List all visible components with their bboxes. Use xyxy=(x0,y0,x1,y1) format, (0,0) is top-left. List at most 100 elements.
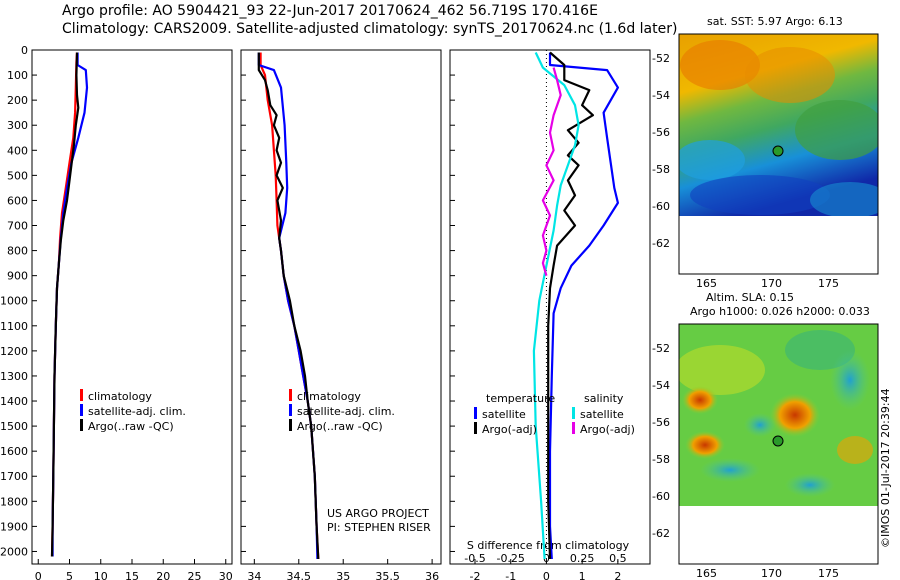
sla-map-x-tick-label: 165 xyxy=(696,567,717,580)
y-tick-label: 200 xyxy=(7,94,28,107)
sla-map-image xyxy=(679,324,878,506)
y-tick-label: 800 xyxy=(7,245,28,258)
x-tick-label: 34.5 xyxy=(287,570,312,580)
y-tick-label: 1900 xyxy=(0,520,28,533)
sst-map-y-tick-label: -56 xyxy=(652,126,670,139)
y-tick-label: 600 xyxy=(7,194,28,207)
sla-map-y-tick-label: -60 xyxy=(652,490,670,503)
x-tick-label: 35 xyxy=(336,570,350,580)
sla-map-x-tick-label: 170 xyxy=(761,567,782,580)
legend-label: Argo(-adj) xyxy=(482,423,537,436)
s-axis-label: S difference from climatology xyxy=(467,539,630,552)
legend-swatch xyxy=(572,407,575,419)
x-tick-label: -1 xyxy=(505,570,516,580)
title-line-1: Argo profile: AO 5904421_93 22-Jun-2017 … xyxy=(62,3,598,19)
legend-swatch xyxy=(80,404,83,416)
title-line-2: Climatology: CARS2009. Satellite-adjuste… xyxy=(62,21,678,37)
profile-panel-1: 0 5 10 15 20 25 300100200300400500600700800900… xyxy=(0,44,233,580)
sst-map-y-tick-label: -54 xyxy=(652,89,670,102)
s-tick-label: -0.25 xyxy=(496,552,524,565)
y-tick-label: 100 xyxy=(7,69,28,82)
legend-label: climatology xyxy=(88,390,152,403)
sst-map-y-tick-label: -52 xyxy=(652,52,670,65)
legend-swatch xyxy=(80,389,83,401)
series-line-argo--adj- xyxy=(541,67,562,276)
sla-map-y-tick-label: -62 xyxy=(652,527,670,540)
legend-swatch xyxy=(474,422,477,434)
legend-label: Argo(-adj) xyxy=(580,423,635,436)
sst-map-y-tick-label: -58 xyxy=(652,163,670,176)
legend-swatch xyxy=(289,419,292,431)
legend-label: climatology xyxy=(297,390,361,403)
legend-label: satellite-adj. clim. xyxy=(88,405,186,418)
argo-location-marker xyxy=(772,145,784,157)
sla-map-y-tick-label: -52 xyxy=(652,342,670,355)
profile-panel-2: 3434.53535.536salinityclimatologysatelli… xyxy=(240,49,442,580)
legend-swatch xyxy=(80,419,83,431)
legend-swatch xyxy=(289,389,292,401)
y-tick-label: 1800 xyxy=(0,495,28,508)
x-tick-label: 0 xyxy=(35,570,42,580)
y-tick-label: 1500 xyxy=(0,420,28,433)
plot-frame xyxy=(240,49,442,565)
legend-label: Argo(..raw -QC) xyxy=(88,420,174,433)
y-tick-label: 1300 xyxy=(0,370,28,383)
legend-label: satellite-adj. clim. xyxy=(297,405,395,418)
x-tick-label: 20 xyxy=(156,570,170,580)
x-tick-label: 35.5 xyxy=(375,570,400,580)
sst-map-x-tick-label: 165 xyxy=(696,277,717,290)
sst-map-image xyxy=(679,34,878,216)
plot-frame xyxy=(449,49,651,565)
s-tick-label: 0.25 xyxy=(570,552,595,565)
x-tick-label: 25 xyxy=(188,570,202,580)
annotation-pi: PI: STEPHEN RISER xyxy=(327,521,431,534)
sst-map-y-tick-label: -60 xyxy=(652,200,670,213)
series-line-argo--adj- xyxy=(547,51,595,560)
legend-title-salinity: salinity xyxy=(584,392,624,405)
y-tick-label: 500 xyxy=(7,169,28,182)
sst-map-title: sat. SST: 5.97 Argo: 6.13 xyxy=(707,15,843,28)
y-tick-label: 1000 xyxy=(0,295,28,308)
s-tick-label: 0 xyxy=(543,552,550,565)
y-tick-label: 2000 xyxy=(0,545,28,558)
x-tick-label: 36 xyxy=(425,570,439,580)
sla-map-y-tick-label: -58 xyxy=(652,453,670,466)
s-tick-label: -0.5 xyxy=(464,552,485,565)
sst-map-x-tick-label: 170 xyxy=(761,277,782,290)
y-tick-label: 1600 xyxy=(0,445,28,458)
legend-swatch xyxy=(289,404,292,416)
x-tick-label: 10 xyxy=(94,570,108,580)
x-tick-label: 15 xyxy=(125,570,139,580)
series-line-satellite xyxy=(532,52,580,560)
x-tick-label: 5 xyxy=(66,570,73,580)
sla-map-title-2: Argo h1000: 0.026 h2000: 0.033 xyxy=(690,305,870,318)
x-tick-label: 34 xyxy=(247,570,261,580)
y-tick-label: 400 xyxy=(7,144,28,157)
argo-location-marker-sla xyxy=(772,435,784,447)
sla-map-y-tick-label: -54 xyxy=(652,379,670,392)
legend-title-temperature: temperature xyxy=(486,392,555,405)
series-line-satellite xyxy=(548,52,620,560)
y-tick-label: 1400 xyxy=(0,395,28,408)
y-tick-label: 0 xyxy=(21,44,28,57)
legend-label: satellite xyxy=(580,408,624,421)
y-tick-label: 300 xyxy=(7,119,28,132)
sla-map-title-1: Altim. SLA: 0.15 xyxy=(706,291,795,304)
y-tick-label: 1200 xyxy=(0,345,28,358)
y-tick-label: 700 xyxy=(7,220,28,233)
legend-label: satellite xyxy=(482,408,526,421)
sst-map-y-tick-label: -62 xyxy=(652,237,670,250)
legend-swatch xyxy=(474,407,477,419)
annotation-project: US ARGO PROJECT xyxy=(327,507,429,520)
x-tick-label: 2 xyxy=(614,570,621,580)
sla-map-y-tick-label: -56 xyxy=(652,416,670,429)
profile-panel-3: -2-1012T difference from climatology-0.5… xyxy=(449,49,651,580)
x-tick-label: 30 xyxy=(219,570,233,580)
sla-map-x-tick-label: 175 xyxy=(818,567,839,580)
s-tick-label: 0.5 xyxy=(609,552,627,565)
legend-swatch xyxy=(572,422,575,434)
legend-label: Argo(..raw -QC) xyxy=(297,420,383,433)
y-tick-label: 1100 xyxy=(0,320,28,333)
